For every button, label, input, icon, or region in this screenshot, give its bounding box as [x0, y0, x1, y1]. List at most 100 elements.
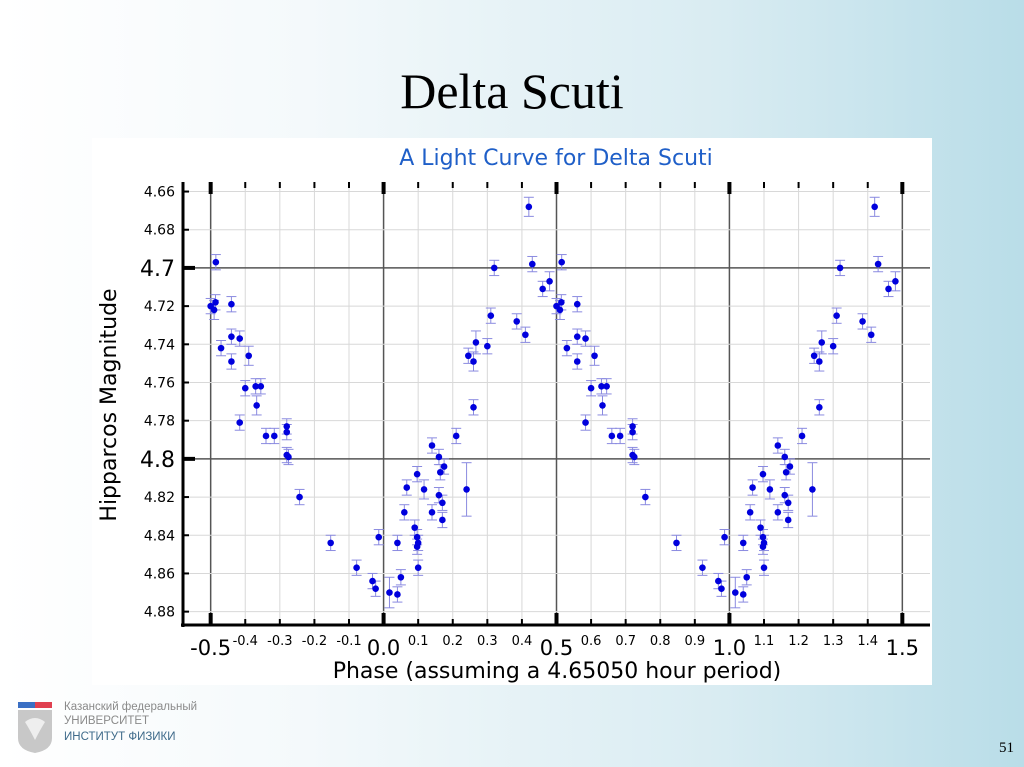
- data-point: [440, 463, 448, 470]
- data-point: [774, 442, 782, 449]
- data-point: [739, 539, 747, 547]
- data-point: [353, 564, 360, 572]
- data-point: [603, 383, 610, 390]
- data-point: [210, 306, 218, 314]
- data-point: [470, 404, 477, 411]
- data-point: [413, 533, 421, 541]
- data-point: [546, 277, 553, 285]
- data-point: [558, 258, 565, 266]
- data-point: [749, 484, 756, 491]
- data-point: [781, 491, 789, 499]
- data-point: [375, 533, 383, 541]
- data-point: [563, 344, 571, 352]
- data-point: [327, 539, 334, 547]
- data-point: [582, 335, 589, 342]
- data-point: [721, 533, 728, 541]
- y-tick-label: 4.66: [144, 185, 175, 201]
- data-point: [556, 306, 564, 314]
- x-tick-label: -0.4: [233, 634, 258, 649]
- data-point: [397, 573, 405, 581]
- data-point: [228, 358, 235, 365]
- data-point: [816, 358, 823, 365]
- x-tick-label: 1.1: [754, 634, 775, 649]
- data-point: [236, 335, 244, 342]
- data-point: [271, 432, 278, 440]
- chart-title: A Light Curve for Delta Scuti: [399, 146, 713, 171]
- light-curve-chart: -0.4 -0.3 -0.2 -0.1 0.1 0.2 0.3 0.4 0.6 0.7 0.8 0.9…: [97, 146, 930, 684]
- data-point: [760, 539, 768, 547]
- x-tick-label: -0.2: [302, 634, 327, 649]
- data-point: [718, 585, 725, 593]
- data-point: [413, 470, 421, 478]
- data-point: [439, 499, 446, 507]
- data-point: [283, 428, 291, 436]
- data-point: [472, 339, 480, 346]
- data-point: [874, 260, 882, 268]
- data-point: [428, 509, 436, 516]
- data-point: [262, 432, 270, 440]
- data-point: [539, 285, 546, 293]
- data-point: [818, 339, 826, 346]
- y-tick-label: 4.74: [144, 337, 175, 353]
- data-point: [885, 285, 892, 293]
- data-point: [573, 358, 581, 365]
- y-tick-label: 4.68: [144, 223, 175, 239]
- x-tick-label: -0.3: [267, 634, 292, 649]
- data-point: [245, 352, 253, 360]
- data-point: [782, 468, 790, 476]
- data-point: [760, 564, 768, 572]
- data-point: [414, 539, 422, 547]
- y-tick-label: 4.88: [144, 605, 175, 621]
- data-point: [522, 331, 529, 339]
- data-point: [731, 589, 739, 596]
- data-point: [490, 264, 498, 272]
- y-axis-label: Hipparcos Magnitude: [97, 288, 122, 521]
- x-tick-label: -0.1: [336, 634, 361, 649]
- data-point: [784, 499, 792, 507]
- data-point: [296, 493, 303, 501]
- data-point: [739, 591, 747, 598]
- y-tick-label: 4.8: [140, 448, 175, 473]
- x-major-tick-label: 0.5: [540, 636, 573, 660]
- data-point: [513, 318, 521, 325]
- x-major-tick-label: 0.0: [367, 636, 400, 660]
- x-tick-label: 1.4: [857, 634, 878, 649]
- data-point: [836, 264, 844, 272]
- data-point: [599, 402, 606, 409]
- x-tick-label: 1.3: [823, 634, 844, 649]
- data-point: [452, 432, 460, 440]
- data-point: [757, 524, 764, 531]
- y-tick-label: 4.72: [144, 299, 175, 315]
- data-point: [759, 470, 767, 478]
- x-tick-label: 0.8: [650, 634, 671, 649]
- data-point: [217, 344, 225, 352]
- data-point: [403, 484, 411, 491]
- data-point: [809, 486, 816, 493]
- y-tick-label: 4.7: [140, 257, 175, 282]
- data-point: [582, 419, 589, 426]
- x-tick-label: 0.6: [581, 634, 602, 649]
- data-point: [573, 300, 581, 308]
- university-emblem-icon: [18, 702, 52, 753]
- data-point: [437, 468, 444, 476]
- x-tick-label: 0.2: [442, 634, 463, 649]
- x-tick-label: 1.2: [788, 634, 809, 649]
- data-point: [871, 203, 878, 211]
- data-point: [558, 298, 565, 306]
- x-tick-label: 0.9: [684, 634, 705, 649]
- data-point: [411, 524, 419, 531]
- slide-title: Delta Scuti: [400, 63, 624, 119]
- data-point: [629, 428, 636, 436]
- data-point: [746, 509, 754, 516]
- data-point: [428, 442, 436, 449]
- data-point: [241, 384, 249, 392]
- x-tick-label: 0.4: [512, 634, 533, 649]
- data-point: [236, 419, 244, 426]
- data-point: [372, 585, 379, 593]
- data-point: [591, 352, 598, 360]
- data-point: [257, 383, 265, 390]
- data-point: [253, 402, 260, 409]
- data-point: [401, 509, 408, 516]
- y-tick-label: 4.86: [144, 566, 175, 582]
- logo-line-1: Казанский федеральный: [64, 701, 198, 713]
